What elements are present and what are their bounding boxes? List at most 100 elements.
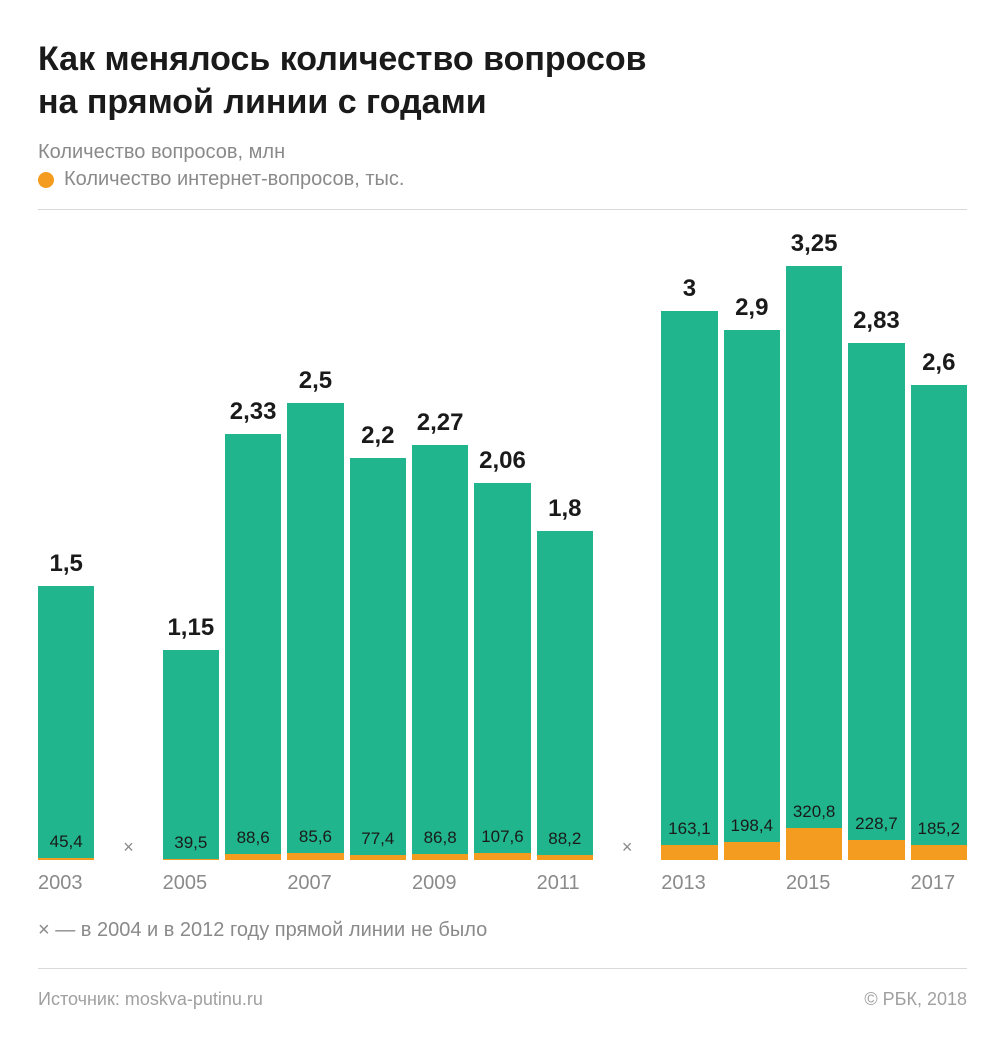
bar-slot: 2,33 88,6 (225, 220, 281, 860)
x-tick (350, 872, 406, 895)
bar-slot: 2,83 228,7 (848, 220, 904, 860)
bar-internet-label: 107,6 (474, 827, 530, 847)
x-tick: 2013 (661, 872, 717, 895)
bar-internet-label: 86,8 (412, 828, 468, 848)
bar-wrap: 3 163,1 (661, 220, 717, 860)
bar-internet (38, 858, 94, 860)
gap-marker-icon: × (100, 837, 156, 860)
bar-total-label: 2,33 (225, 398, 281, 426)
chart-title: Как менялось количество вопросов на прям… (38, 38, 967, 123)
bar-container: 1,545,4×1,1539,52,3388,62,585,62,277,42,… (38, 220, 967, 860)
bar-wrap: 1,5 45,4 (38, 220, 94, 860)
bar-slot: 3,25320,8 (786, 220, 842, 860)
bar-slot: 2,5 85,6 (287, 220, 343, 860)
bar-total-label: 1,8 (537, 495, 593, 523)
bar-total: 77,4 (350, 458, 406, 860)
bar-wrap: 2,83 228,7 (848, 220, 904, 860)
bar-total: 163,1 (661, 311, 717, 860)
bar-total-label: 2,9 (724, 294, 780, 322)
bar-slot: 2,6 185,2 (911, 220, 967, 860)
bar-total: 107,6 (474, 483, 530, 860)
x-tick (724, 872, 780, 895)
bar-internet (350, 855, 406, 860)
x-tick (225, 872, 281, 895)
title-line-2: на прямой линии с годами (38, 83, 487, 121)
x-tick (848, 872, 904, 895)
bar-internet (786, 828, 842, 860)
title-line-1: Как менялось количество вопросов (38, 40, 647, 78)
bar-internet (661, 845, 717, 860)
bar-total: 320,8 (786, 266, 842, 860)
bar-internet-label: 39,5 (163, 833, 219, 853)
x-tick: 2009 (412, 872, 468, 895)
bar-wrap: 2,9 198,4 (724, 220, 780, 860)
bar-internet (225, 854, 281, 860)
x-tick: 2011 (537, 872, 593, 895)
chart-area: 1,545,4×1,1539,52,3388,62,585,62,277,42,… (38, 220, 967, 860)
bar-slot: 3 163,1 (661, 220, 717, 860)
x-tick: 2003 (38, 872, 94, 895)
bar-slot: 1,8 88,2 (537, 220, 593, 860)
bar-wrap: 1,15 39,5 (163, 220, 219, 860)
bar-total: 39,5 (163, 650, 219, 860)
bar-wrap: 2,06 107,6 (474, 220, 530, 860)
bar-wrap: 3,25320,8 (786, 220, 842, 860)
bar-internet-label: 163,1 (661, 819, 717, 839)
bar-total-label: 2,6 (911, 349, 967, 377)
bar-internet-label: 228,7 (848, 814, 904, 834)
bar-internet-label: 85,6 (287, 827, 343, 847)
x-tick: 2017 (911, 872, 967, 895)
gap-marker-icon: × (599, 837, 655, 860)
footer: Источник: moskva-putinu.ru © РБК, 2018 (38, 989, 967, 1010)
bar-internet-label: 185,2 (911, 819, 967, 839)
bar-internet (412, 854, 468, 860)
bar-wrap: 2,33 88,6 (225, 220, 281, 860)
bar-total-label: 2,27 (412, 409, 468, 437)
bar-internet (724, 842, 780, 860)
bar-internet-label: 198,4 (724, 816, 780, 836)
bar-internet (163, 859, 219, 860)
legend-total: Количество вопросов, млн (38, 141, 967, 164)
bar-internet (911, 845, 967, 860)
bar-total: 228,7 (848, 343, 904, 860)
bar-internet (287, 853, 343, 860)
bar-total: 45,4 (38, 586, 94, 860)
bar-internet-label: 88,6 (225, 828, 281, 848)
bar-wrap: 2,2 77,4 (350, 220, 406, 860)
bar-internet-label: 45,4 (38, 832, 94, 852)
bar-internet (537, 855, 593, 860)
bar-total-label: 2,06 (474, 447, 530, 475)
legend-dot-icon (38, 172, 54, 188)
bar-total-label: 1,5 (38, 550, 94, 578)
bar-total-label: 2,83 (848, 307, 904, 335)
x-tick (100, 872, 156, 895)
bar-slot: 2,2 77,4 (350, 220, 406, 860)
bar-total-label: 3 (661, 275, 717, 303)
x-axis: 20032005200720092011201320152017 (38, 872, 967, 895)
bar-total: 86,8 (412, 445, 468, 860)
bar-total: 198,4 (724, 330, 780, 860)
bar-slot: × (599, 220, 655, 860)
bar-total: 85,6 (287, 403, 343, 860)
legend-internet-label: Количество интернет-вопросов, тыс. (64, 168, 404, 191)
copyright-label: © РБК, 2018 (864, 989, 967, 1010)
bar-total: 88,6 (225, 434, 281, 860)
x-tick: 2007 (287, 872, 343, 895)
legend-total-label: Количество вопросов, млн (38, 141, 285, 164)
x-tick (599, 872, 655, 895)
bar-total: 88,2 (537, 531, 593, 860)
bar-total-label: 2,5 (287, 367, 343, 395)
footnote: × — в 2004 и в 2012 году прямой линии не… (38, 919, 967, 969)
source-label: Источник: moskva-putinu.ru (38, 989, 263, 1010)
bar-internet-label: 88,2 (537, 829, 593, 849)
bar-wrap: 2,6 185,2 (911, 220, 967, 860)
bar-total-label: 2,2 (350, 422, 406, 450)
bar-total: 185,2 (911, 385, 967, 860)
bar-internet-label: 320,8 (786, 802, 842, 822)
bar-slot: 2,9 198,4 (724, 220, 780, 860)
bar-total-label: 1,15 (163, 614, 219, 642)
bar-slot: 1,15 39,5 (163, 220, 219, 860)
x-tick: 2005 (163, 872, 219, 895)
bar-wrap: 2,5 85,6 (287, 220, 343, 860)
bar-slot: 2,27 86,8 (412, 220, 468, 860)
